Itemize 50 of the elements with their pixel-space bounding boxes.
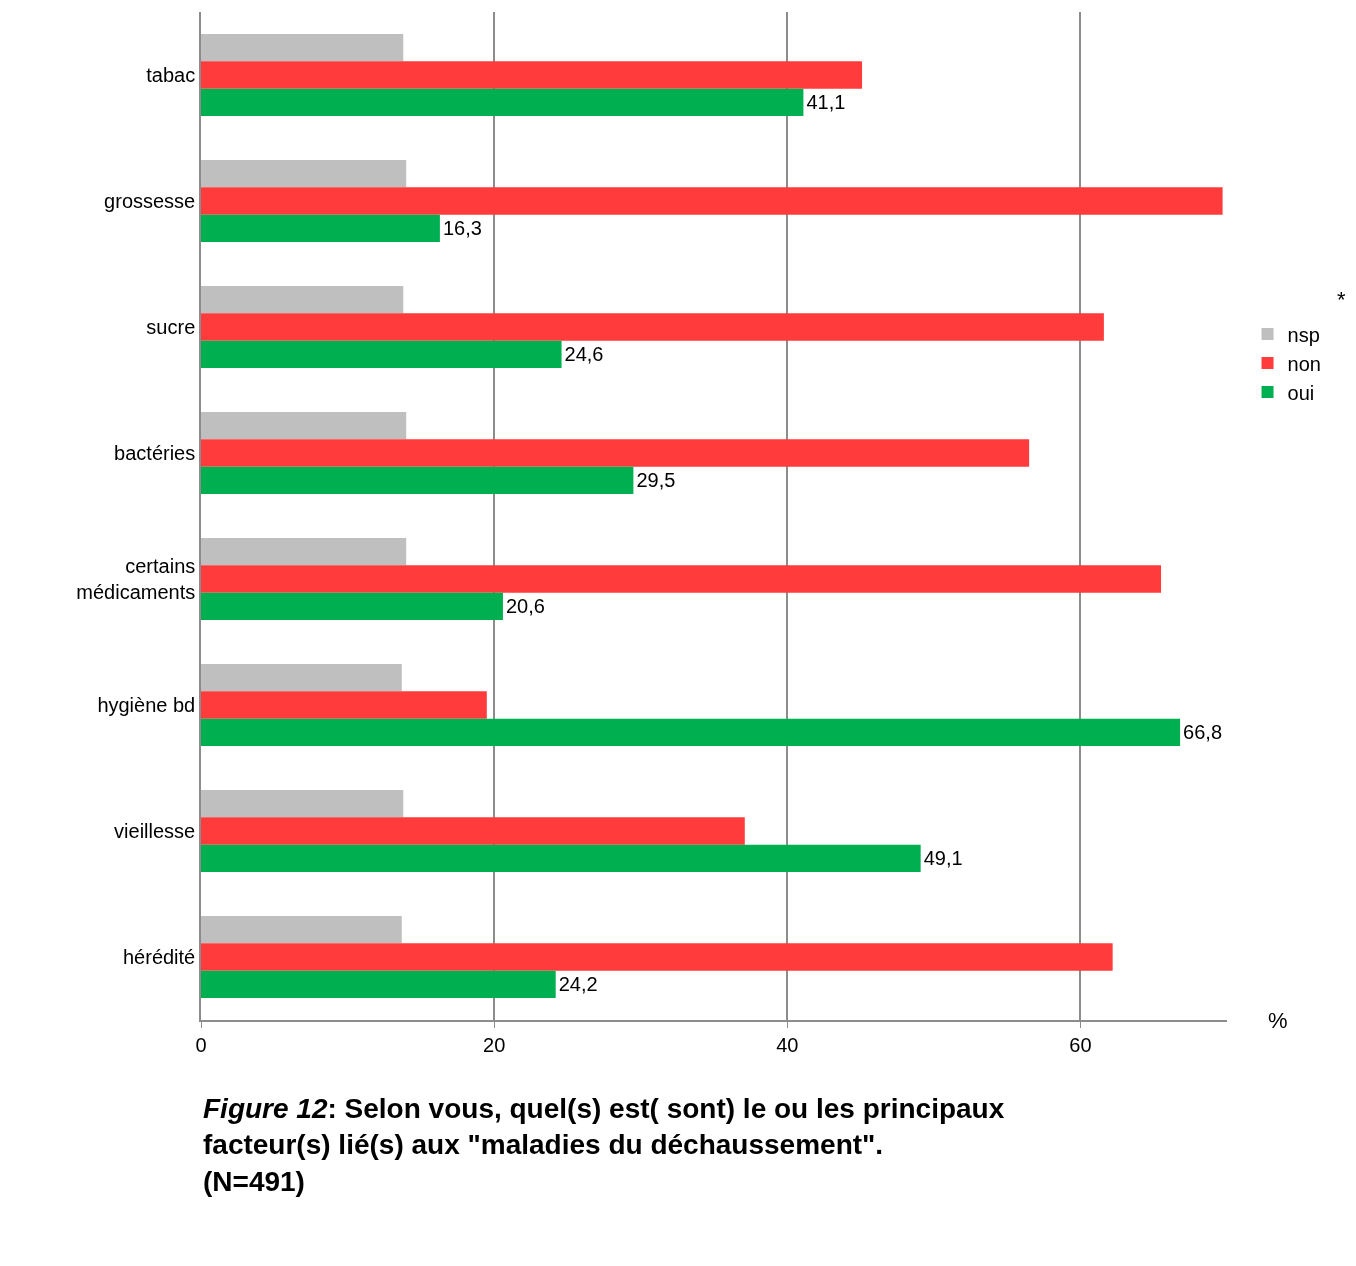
bar [201, 412, 407, 440]
y-tick-label: grossesse [104, 190, 196, 212]
bar [201, 592, 503, 620]
y-tick-label: sucre [146, 316, 196, 338]
y-tick-label: hygiène bd [97, 694, 196, 716]
legend-label: nsp [1287, 323, 1320, 346]
legend-label: non [1287, 352, 1321, 375]
legend-label: oui [1287, 381, 1315, 404]
bar [201, 61, 863, 89]
data-label: 20,6 [505, 595, 545, 618]
text: * [1337, 287, 1346, 312]
bar [201, 214, 440, 242]
data-label: 24,6 [564, 343, 604, 366]
bar [201, 664, 402, 692]
bar [201, 718, 1181, 746]
bar [201, 538, 407, 566]
bar [201, 466, 634, 494]
x-tick-label: 20 [483, 1033, 506, 1056]
y-tick-label: bactéries [114, 442, 196, 464]
data-label: 41,1 [806, 91, 846, 114]
x-tick-label: 0 [195, 1033, 207, 1056]
text: Figure 12: Selon vous, quel(s) est( sont) le ou les principaux facteur(s) lié(s) aux "maladies du déchaussement". (N=491) [203, 1093, 1005, 1197]
bar [201, 187, 1223, 215]
y-tick-label: tabac [146, 64, 196, 86]
data-label: 16,3 [442, 217, 482, 240]
y-tick-label: hérédité [122, 946, 196, 968]
bar [201, 844, 921, 872]
y-tick-label: vieillesse [114, 820, 196, 842]
data-label: 66,8 [1183, 721, 1223, 744]
bar [201, 817, 745, 845]
data-label: 29,5 [636, 469, 676, 492]
x-tick-label: 60 [1069, 1033, 1092, 1056]
bar [201, 88, 804, 116]
y-tick-label: certains médicaments [76, 555, 196, 603]
bar [201, 970, 556, 998]
bar [201, 313, 1104, 341]
bar [201, 34, 404, 62]
bar [201, 565, 1162, 593]
data-label: 24,2 [558, 973, 598, 996]
text: % [1268, 1008, 1288, 1033]
bar [201, 943, 1113, 971]
bar [201, 790, 404, 818]
bar [201, 691, 487, 719]
bar [201, 340, 562, 368]
x-tick-label: 40 [776, 1033, 799, 1056]
data-label: 49,1 [923, 847, 963, 870]
bar [201, 286, 404, 314]
bar [201, 439, 1030, 467]
bar [201, 916, 402, 944]
bar [201, 160, 407, 188]
